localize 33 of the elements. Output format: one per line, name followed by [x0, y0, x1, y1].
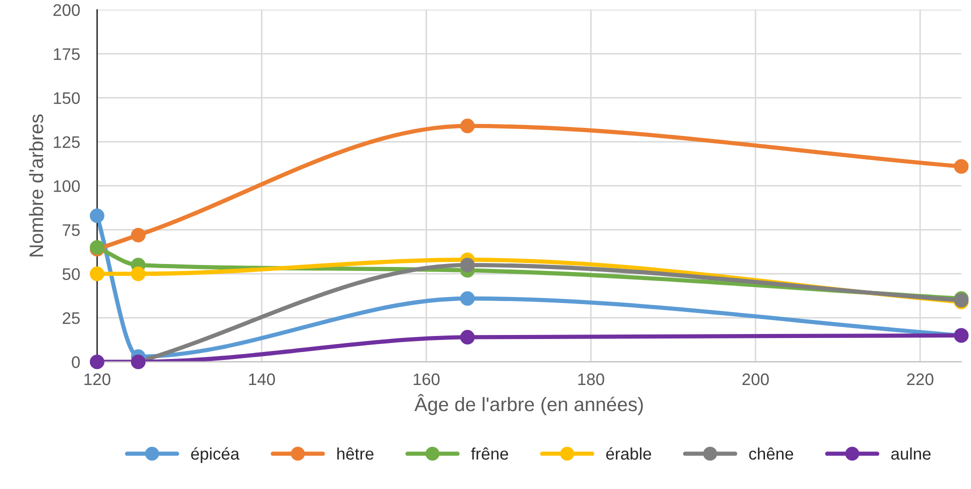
- x-tick-label: 220: [907, 373, 934, 386]
- point: [90, 354, 104, 370]
- y-tick-label: 0: [72, 356, 80, 368]
- point: [460, 258, 475, 272]
- legend-label: érable: [606, 447, 652, 460]
- legend-label: épicéa: [191, 447, 240, 464]
- x-tick-label: 200: [742, 373, 769, 386]
- y-tick-label: 150: [54, 92, 80, 104]
- point: [90, 208, 104, 224]
- y-tick-label: 175: [54, 48, 80, 60]
- y-axis-title: Nombre d'arbres: [28, 114, 44, 256]
- legend-label: chêne: [749, 447, 794, 460]
- y-tick-label: 125: [54, 136, 80, 148]
- legend-label: hêtre: [337, 447, 374, 460]
- legend-label: aulne: [891, 447, 931, 460]
- x-axis-title: Âge de l'arbre (en années): [414, 394, 643, 416]
- point: [130, 228, 146, 242]
- y-tick-label: 50: [62, 268, 80, 280]
- y-tick-label: 200: [53, 4, 80, 16]
- y-tick-label: 25: [62, 312, 80, 324]
- point: [90, 266, 104, 282]
- y-tick-label: 100: [54, 180, 80, 192]
- x-tick-label: 140: [249, 373, 275, 386]
- point: [460, 330, 475, 344]
- point: [130, 266, 146, 282]
- legend-label: frêne: [471, 447, 508, 460]
- y-tick-label: 75: [62, 224, 80, 236]
- point: [460, 118, 475, 134]
- point: [954, 159, 969, 174]
- x-tick-label: 160: [414, 373, 440, 386]
- x-tick-label: 120: [84, 373, 110, 386]
- x-tick-label: 180: [578, 373, 604, 386]
- point: [460, 291, 475, 306]
